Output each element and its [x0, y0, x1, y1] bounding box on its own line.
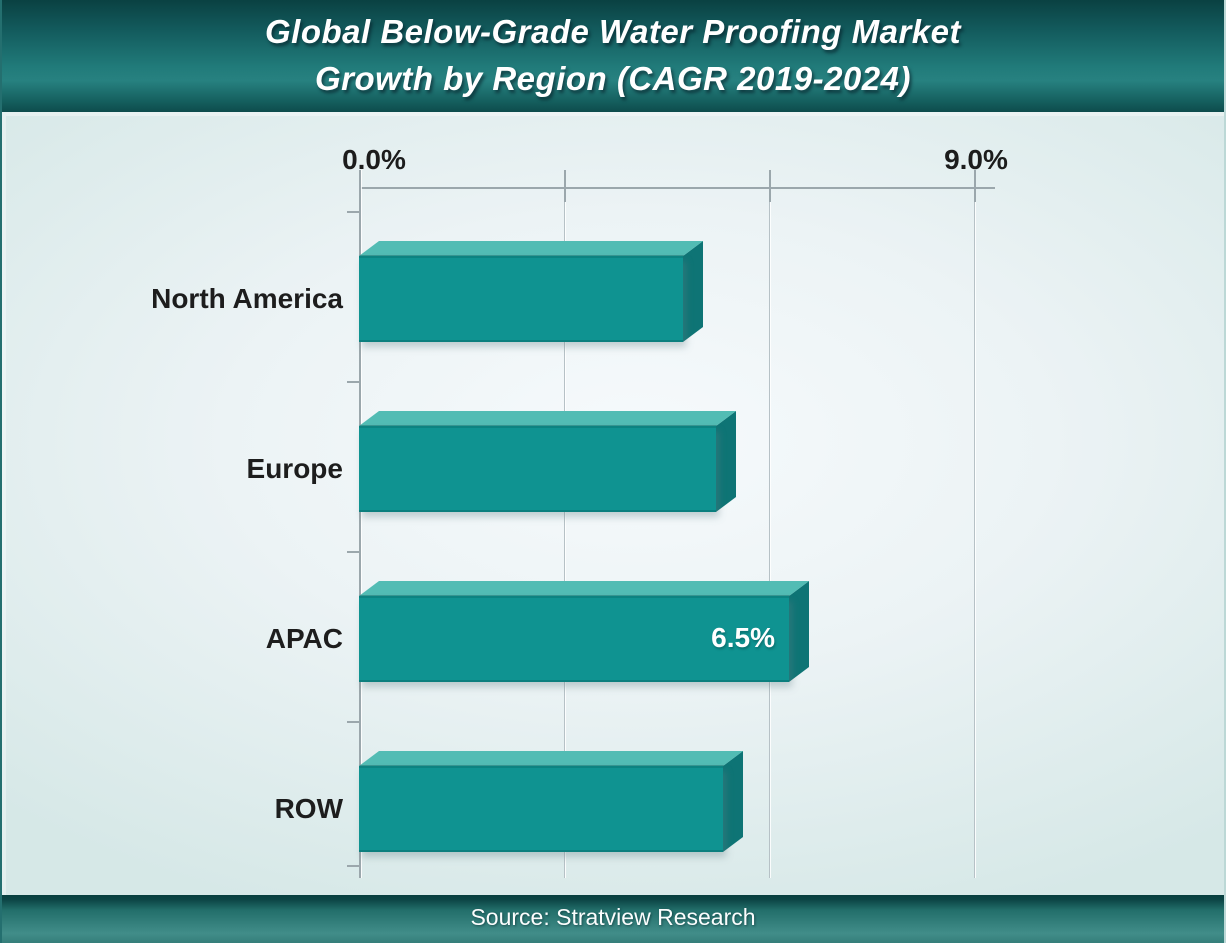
- y-axis-tick: [347, 865, 359, 867]
- y-axis-tick: [347, 211, 359, 213]
- bar-front-face: [359, 596, 789, 682]
- category-label: APAC: [265, 623, 343, 654]
- bar-north-america: [359, 240, 703, 342]
- gridline: [769, 170, 770, 878]
- bar-top-face: [359, 411, 736, 426]
- title-line-2: Growth by Region (CAGR 2019-2024): [315, 60, 911, 97]
- axis-tick: [769, 170, 771, 202]
- source-text: Source: Stratview Research: [470, 904, 756, 930]
- chart-title: Global Below-Grade Water Proofing Market…: [2, 0, 1224, 112]
- bar-front-face: [359, 766, 723, 852]
- bar-row: [359, 750, 743, 852]
- bar-top-face: [359, 581, 809, 596]
- bar-value-label: 6.5%: [711, 622, 775, 653]
- bar-row-apac: APAC 6.5%: [2, 580, 1224, 682]
- bar-front-face: [359, 426, 716, 512]
- y-axis-tick: [347, 551, 359, 553]
- gridline: [359, 170, 361, 878]
- category-label: ROW: [274, 793, 343, 824]
- title-line-1: Global Below-Grade Water Proofing Market: [264, 13, 961, 50]
- axis-label-max: 9.0%: [944, 144, 1008, 175]
- bar-side-face: [789, 580, 809, 682]
- y-axis-tick: [347, 381, 359, 383]
- gridline: [564, 170, 565, 878]
- plot-area: 0.0% 9.0% North America Europe APAC 6.5% ROW: [2, 112, 1224, 895]
- bar-row-north-america: North America: [2, 240, 1224, 342]
- bar-top-face: [359, 751, 743, 766]
- bar-side-face: [716, 410, 736, 512]
- bar-row-europe: Europe: [2, 410, 1224, 512]
- footer-bar: Source: Stratview Research: [2, 895, 1224, 943]
- gridline: [974, 170, 975, 878]
- bar-europe: [359, 410, 736, 512]
- axis-tick: [564, 170, 566, 202]
- axis-tick: [974, 170, 976, 202]
- x-axis-line: [359, 187, 995, 189]
- bar-side-face: [723, 750, 743, 852]
- bar-top-face: [359, 241, 703, 256]
- bar-row-row: ROW: [2, 750, 1224, 852]
- y-axis-tick: [347, 721, 359, 723]
- axis-label-min: 0.0%: [342, 144, 406, 175]
- bar-side-face: [683, 240, 703, 342]
- bar-apac: 6.5%: [359, 580, 809, 682]
- bar-front-face: [359, 256, 683, 342]
- category-label: North America: [151, 283, 343, 314]
- category-label: Europe: [246, 453, 343, 484]
